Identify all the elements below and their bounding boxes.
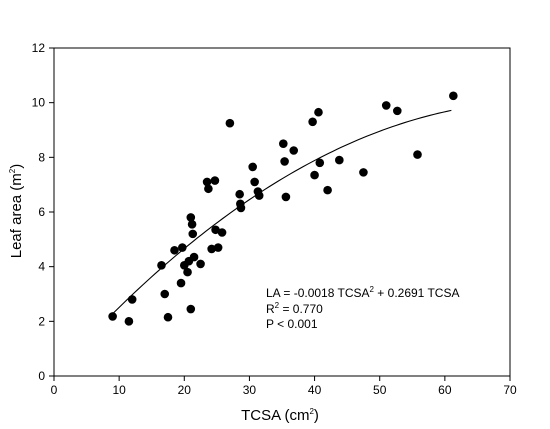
r-squared-annotation: R2 = 0.770 <box>266 301 323 316</box>
x-tick-label: 50 <box>373 383 387 397</box>
p-value-annotation: P < 0.001 <box>266 317 318 331</box>
data-point <box>308 117 317 127</box>
data-point <box>449 91 458 101</box>
y-tick-label: 12 <box>32 41 46 55</box>
regression-curve <box>112 109 452 315</box>
data-point <box>393 106 402 116</box>
x-tick-label: 40 <box>308 383 322 397</box>
data-point <box>127 295 137 304</box>
data-point <box>281 192 291 202</box>
x-tick-label: 10 <box>112 383 126 397</box>
data-point <box>160 289 170 299</box>
y-tick-label: 2 <box>38 314 45 328</box>
equation-annotation: LA = -0.0018 TCSA2 + 0.2691 TCSA <box>266 285 459 300</box>
data-point <box>279 139 288 148</box>
data-point <box>314 107 323 117</box>
data-point <box>210 176 220 185</box>
data-point <box>248 162 257 172</box>
data-point <box>310 170 319 180</box>
ticks: 0 10 20 30 40 50 60 70 0 2 4 6 8 10 12 <box>32 41 517 397</box>
x-tick-label: 30 <box>243 383 257 397</box>
data-point <box>250 177 259 187</box>
data-point <box>108 312 117 321</box>
data-point <box>335 155 344 165</box>
y-tick-label: 8 <box>38 150 45 164</box>
data-point <box>178 243 187 252</box>
data-point <box>202 177 212 187</box>
data-point <box>280 157 289 166</box>
data-point <box>186 213 196 222</box>
x-tick-label: 20 <box>178 383 192 397</box>
data-point <box>217 228 227 237</box>
data-point <box>359 168 368 177</box>
data-point <box>163 312 173 322</box>
data-point <box>187 220 197 229</box>
y-tick-label: 4 <box>38 260 45 274</box>
data-point <box>211 225 220 235</box>
data-point <box>236 203 246 213</box>
data-point <box>207 244 216 254</box>
x-tick-label: 70 <box>503 383 517 397</box>
data-point <box>381 101 391 110</box>
x-tick-label: 60 <box>438 383 452 397</box>
data-point <box>213 243 223 252</box>
data-point <box>186 304 196 314</box>
data-point <box>176 278 186 288</box>
fit-curve-layer <box>112 109 452 315</box>
data-point <box>323 185 332 195</box>
x-tick-label: 0 <box>51 383 58 397</box>
data-point <box>196 259 205 269</box>
data-points <box>108 91 458 326</box>
y-tick-label: 6 <box>38 205 45 219</box>
y-tick-label: 0 <box>38 369 45 383</box>
data-point <box>188 229 198 239</box>
y-tick-label: 10 <box>32 96 46 110</box>
data-point <box>225 118 235 128</box>
data-point <box>170 245 179 255</box>
y-axis-title: Leaf area (m2) <box>8 164 25 259</box>
x-axis-title: TCSA (cm2) <box>241 407 319 424</box>
data-point <box>204 184 213 194</box>
data-point <box>315 158 325 168</box>
data-point <box>189 252 199 262</box>
data-point <box>183 267 192 277</box>
data-point <box>235 189 244 199</box>
data-point <box>124 317 134 326</box>
data-point <box>254 191 264 200</box>
data-point <box>413 150 422 159</box>
data-point <box>289 146 299 155</box>
data-point <box>157 261 166 270</box>
